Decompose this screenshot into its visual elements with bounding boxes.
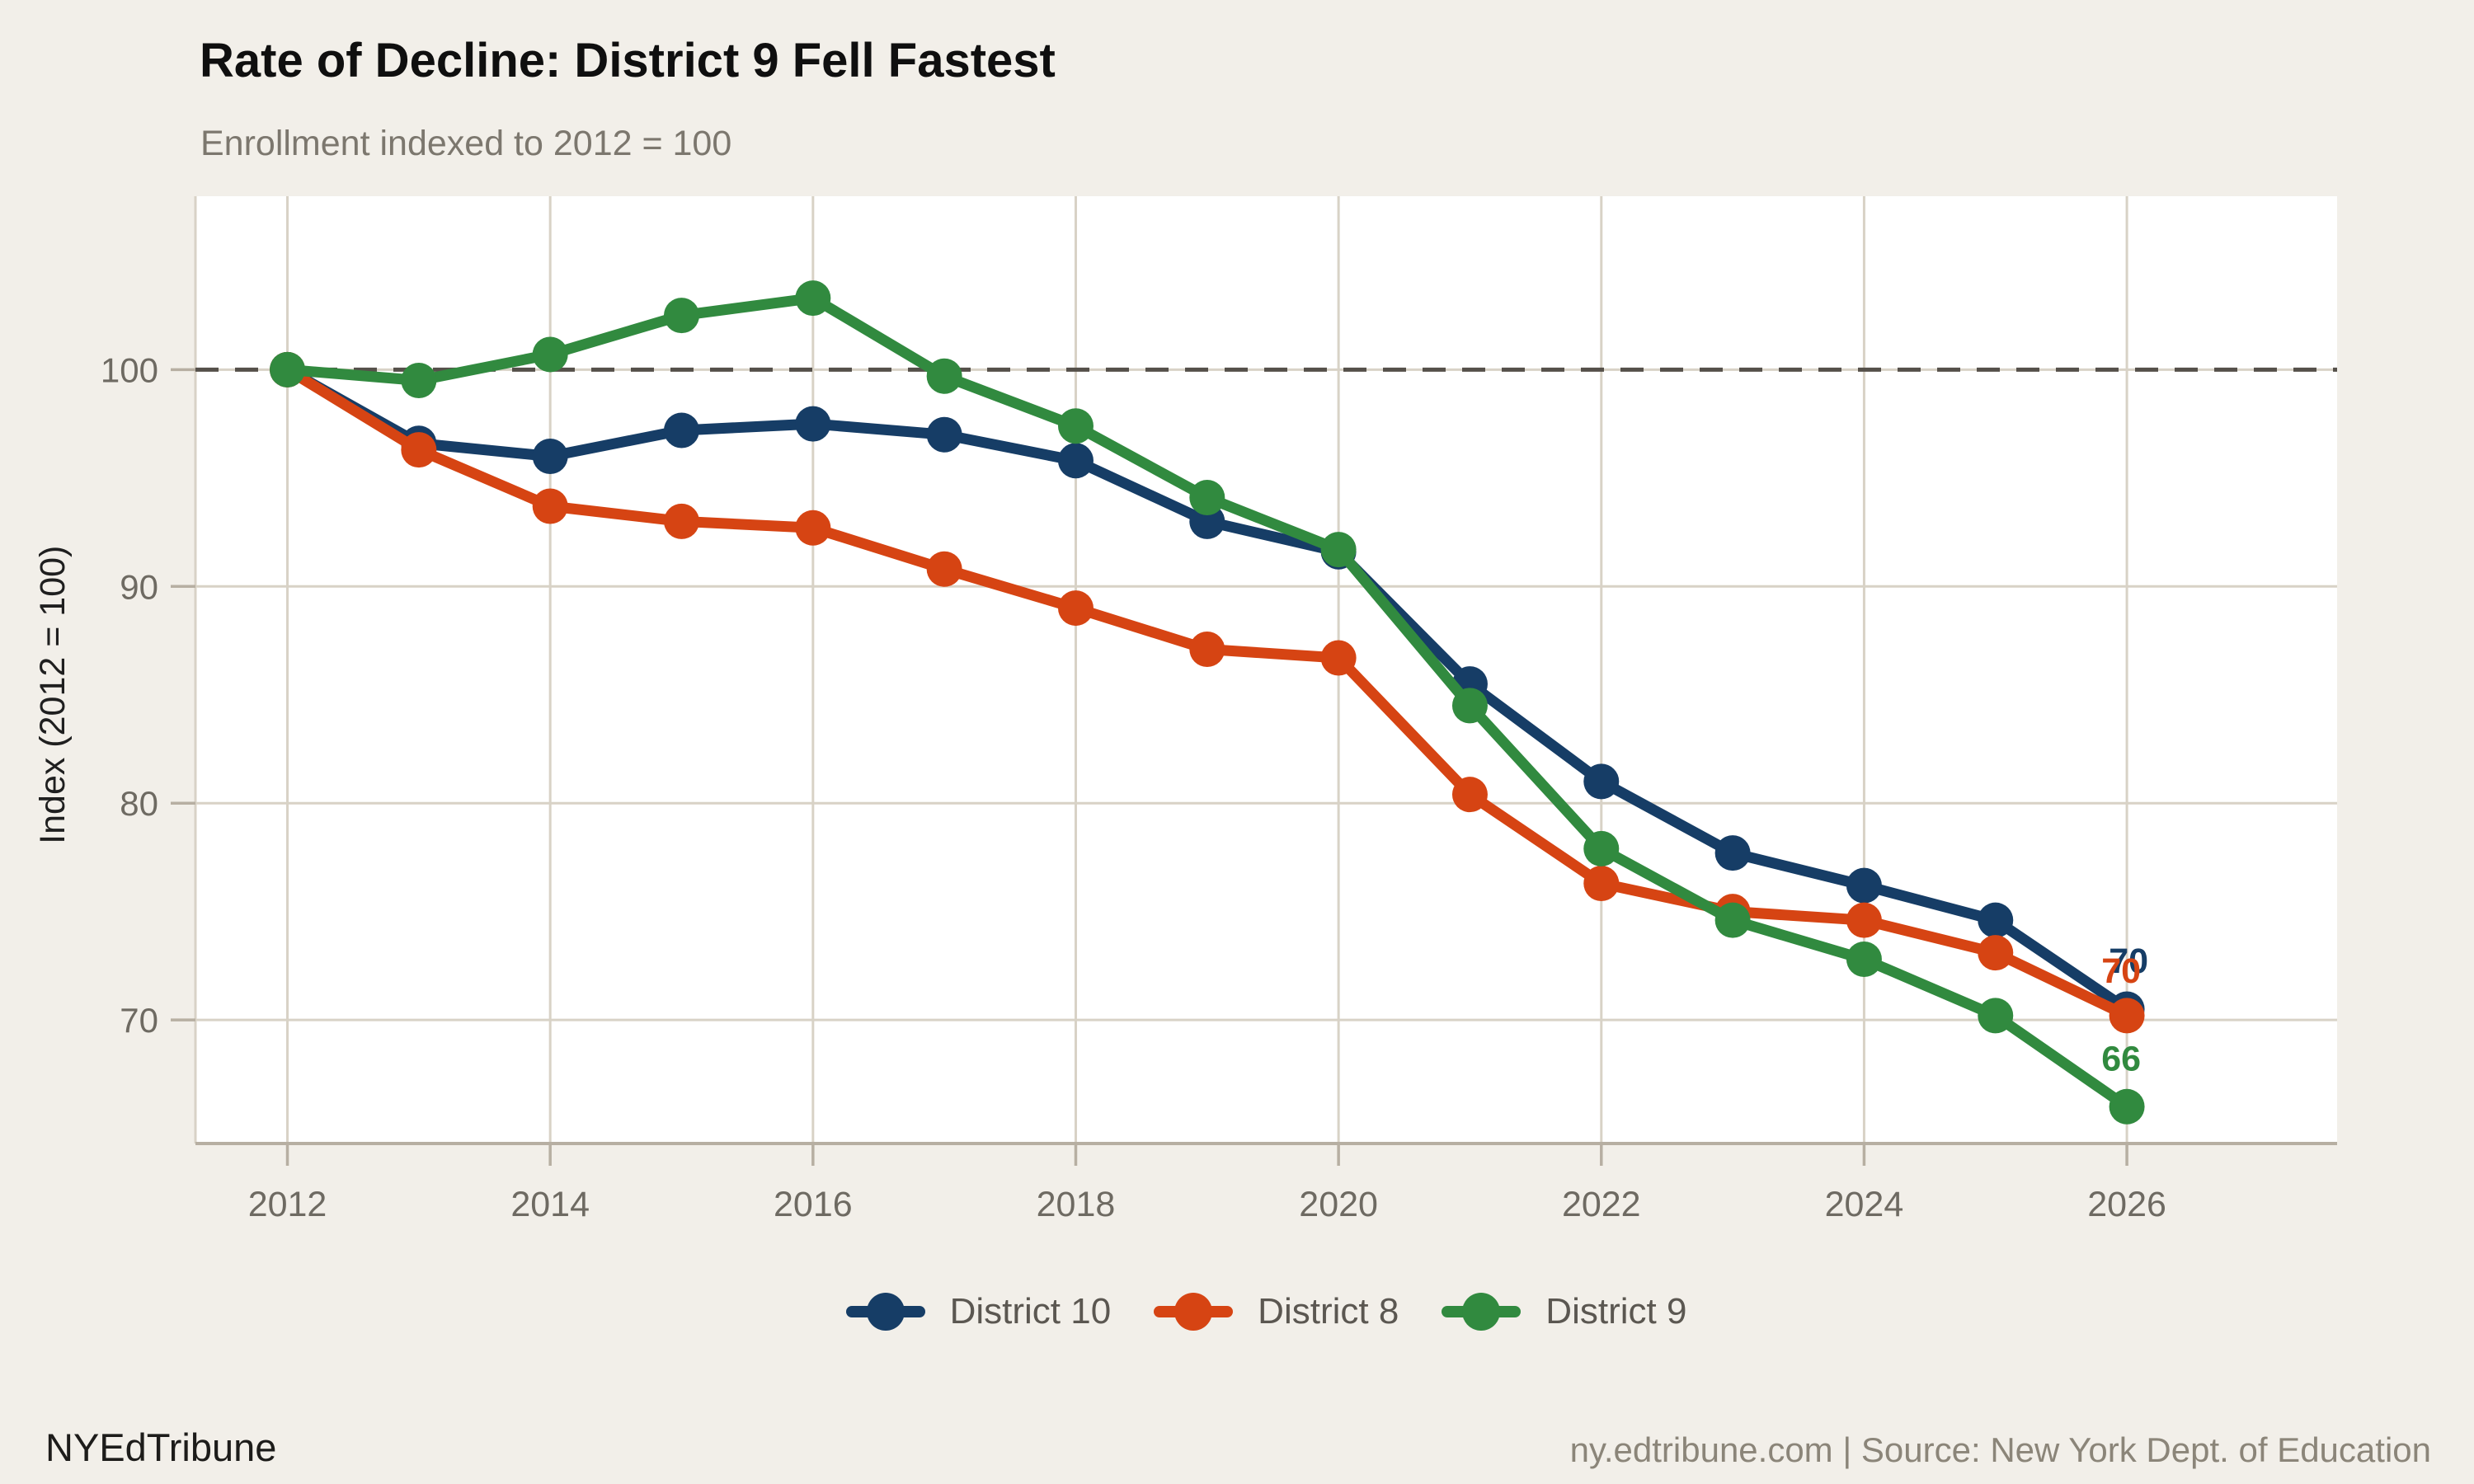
data-point-district-10 [926,416,962,453]
data-point-district-9 [664,298,700,334]
data-point-district-9 [1978,998,2014,1034]
data-point-district-9 [795,280,831,317]
x-tick-label: 2026 [2087,1185,2166,1224]
data-point-district-8 [664,503,700,539]
data-point-district-8 [1451,777,1488,813]
legend-item-district-10: District 10 [845,1291,1112,1332]
data-point-district-10 [664,412,700,448]
data-point-district-8 [532,488,568,524]
chart-subtitle: Enrollment indexed to 2012 = 100 [200,124,732,163]
data-point-district-9 [926,358,962,394]
data-point-district-10 [532,439,568,475]
legend-label-district-8: District 8 [1258,1291,1399,1331]
x-tick-label: 2020 [1299,1185,1378,1224]
x-tick-label: 2014 [510,1185,590,1224]
data-point-district-10 [1714,835,1751,871]
legend-marker-district-8-icon [1154,1292,1234,1331]
y-axis-title: Index (2012 = 100) [33,546,73,844]
legend-item-district-9: District 9 [1442,1291,1686,1332]
x-tick-label: 2018 [1037,1185,1116,1224]
data-point-district-10 [795,406,831,442]
data-point-district-9 [1714,902,1751,938]
data-point-district-10 [1583,763,1620,800]
y-tick-label: 70 [120,1001,158,1040]
legend-marker-district-9-icon [1442,1292,1522,1331]
legend-label-district-10: District 10 [949,1291,1112,1331]
x-tick-label: 2012 [248,1185,327,1224]
data-point-district-9 [1583,830,1620,866]
x-tick-label: 2024 [1825,1185,1904,1224]
data-point-district-8 [1320,640,1357,676]
legend-label-district-9: District 9 [1545,1291,1687,1331]
data-point-district-10 [1846,867,1882,904]
data-point-district-8 [2109,998,2145,1034]
x-tick-label: 2022 [1562,1185,1641,1224]
end-label-district-10: 70 [2109,942,2148,981]
brand-logo-text: NYEdTribune [45,1425,277,1469]
data-point-district-10 [1057,443,1094,479]
data-point-district-9 [401,362,437,398]
data-point-district-10 [1978,902,2014,938]
data-point-district-9 [1189,479,1225,515]
data-point-district-8 [401,432,437,468]
data-point-district-8 [1978,935,2014,971]
data-point-district-9 [1320,532,1357,568]
legend-marker-district-10-icon [845,1292,925,1331]
data-point-district-8 [1057,590,1094,627]
data-point-district-8 [795,510,831,546]
data-point-district-9 [2109,1088,2145,1125]
data-point-district-9 [270,351,306,387]
data-point-district-8 [1583,865,1620,901]
source-credit: ny.edtribune.com | Source: New York Dept… [1569,1430,2431,1469]
y-tick-label: 80 [120,784,158,823]
chart-title: Rate of Decline: District 9 Fell Fastest [200,34,1056,87]
chart-legend: District 10 District 8 District 9 [195,1291,2337,1332]
y-tick-label: 90 [120,567,158,606]
end-label-district-9: 66 [2101,1039,2141,1078]
data-point-district-9 [532,336,568,373]
data-point-district-8 [1846,902,1882,938]
y-tick-label: 100 [101,350,158,389]
legend-item-district-8: District 8 [1154,1291,1399,1332]
data-point-district-8 [926,551,962,587]
data-point-district-9 [1057,408,1094,444]
data-point-district-8 [1189,632,1225,668]
plot-area [195,196,2337,1144]
end-label-district-8: 70 [2101,951,2141,991]
data-point-district-9 [1846,942,1882,978]
data-point-district-9 [1451,688,1488,724]
x-tick-label: 2016 [774,1185,853,1224]
